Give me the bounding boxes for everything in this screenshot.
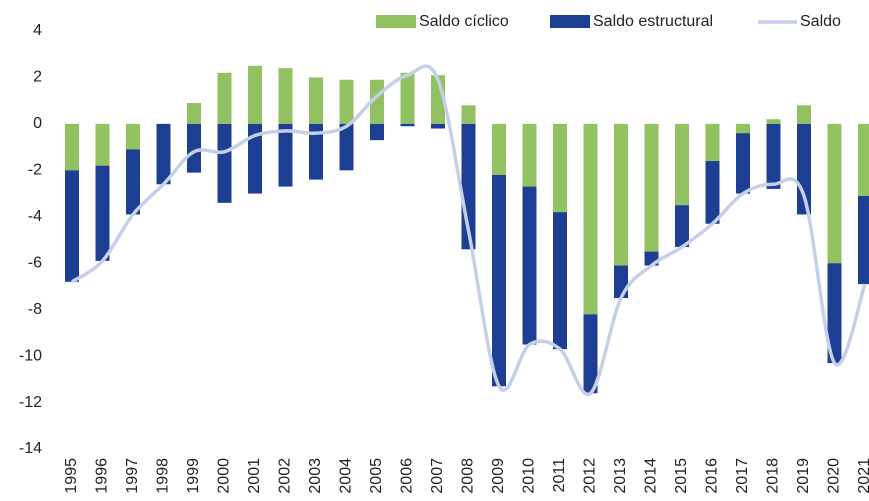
bar — [644, 123, 659, 252]
bar — [431, 123, 445, 129]
bar — [248, 123, 262, 194]
line — [71, 64, 867, 397]
x-tick-label: 2010 — [521, 458, 538, 494]
bar — [827, 263, 842, 364]
x-tick-label: 2020 — [826, 458, 843, 494]
y-tick-label: -2 — [28, 162, 42, 179]
bar — [400, 72, 415, 124]
bar — [95, 123, 110, 166]
x-tick-label: 2000 — [216, 458, 233, 494]
x-tick-label: 2001 — [246, 458, 263, 494]
x-tick-label: 2013 — [612, 458, 629, 494]
bar — [461, 105, 476, 124]
bar — [797, 105, 811, 124]
y-tick-label: 0 — [33, 115, 42, 132]
bar — [339, 79, 354, 124]
bar — [278, 123, 293, 187]
bar — [492, 123, 506, 175]
y-tick-label: 2 — [33, 69, 42, 86]
bar — [309, 77, 323, 124]
bar — [614, 123, 628, 266]
bar — [187, 123, 201, 173]
bar — [675, 205, 689, 247]
x-tick-label: 2016 — [704, 458, 721, 494]
x-tick-label: 2009 — [490, 458, 507, 494]
bar — [705, 123, 720, 162]
bar — [522, 123, 537, 187]
bar — [126, 123, 140, 150]
x-tick-label: 2011 — [551, 458, 568, 493]
bar — [248, 65, 262, 124]
bar — [797, 123, 811, 215]
bar — [217, 72, 232, 124]
y-tick-label: -8 — [28, 301, 42, 318]
x-tick-label: 1999 — [185, 458, 202, 494]
y-tick-label: -4 — [28, 208, 42, 225]
bar — [370, 123, 384, 141]
bar — [522, 186, 537, 345]
bar — [278, 68, 293, 124]
bar — [766, 119, 781, 124]
bar — [583, 314, 598, 394]
y-tick-label: -14 — [19, 440, 42, 457]
bar — [766, 123, 781, 189]
bar — [614, 265, 628, 299]
bar — [858, 195, 869, 285]
bar — [553, 212, 567, 350]
bar — [400, 123, 415, 127]
legend-label: Saldo — [800, 13, 841, 30]
x-tick-label: 2014 — [643, 458, 660, 494]
bar — [736, 123, 750, 134]
x-tick-label: 2002 — [277, 458, 294, 494]
bar — [187, 102, 201, 124]
x-tick-label: 2003 — [307, 458, 324, 494]
x-tick-label: 1996 — [94, 458, 111, 494]
bar — [827, 123, 842, 264]
x-tick-label: 2006 — [399, 458, 416, 494]
x-tick-label: 2007 — [429, 458, 446, 494]
y-tick-label: -12 — [19, 394, 42, 411]
x-tick-label: 2021 — [856, 458, 869, 494]
bar — [339, 123, 354, 171]
legend-label: Saldo cíclico — [419, 13, 509, 30]
legend-swatch — [550, 15, 590, 28]
x-tick-label: 2004 — [338, 458, 355, 494]
x-tick-label: 1997 — [124, 458, 141, 494]
bar — [95, 165, 110, 261]
bar — [675, 123, 689, 206]
bar — [736, 133, 750, 194]
bar — [126, 149, 140, 215]
y-tick-label: -6 — [28, 254, 42, 271]
legend-swatch — [376, 15, 416, 28]
bar — [705, 161, 720, 224]
y-tick-label: -10 — [19, 347, 42, 364]
legend-label: Saldo estructural — [593, 13, 713, 30]
bar — [309, 123, 323, 180]
x-tick-label: 1995 — [63, 458, 80, 494]
x-tick-label: 1998 — [155, 458, 172, 494]
x-tick-label: 2015 — [673, 458, 690, 494]
bar — [492, 174, 506, 387]
y-tick-label: 4 — [33, 22, 42, 39]
x-tick-label: 2008 — [460, 458, 477, 494]
bar — [156, 123, 171, 185]
x-tick-label: 2019 — [795, 458, 812, 494]
bar — [553, 123, 567, 213]
bar — [858, 123, 869, 196]
x-tick-label: 2017 — [734, 458, 751, 494]
bar — [65, 123, 79, 171]
x-tick-label: 2018 — [765, 458, 782, 494]
x-tick-label: 2005 — [368, 458, 385, 494]
bar — [217, 123, 232, 203]
bar — [583, 123, 598, 315]
x-tick-label: 2012 — [582, 458, 599, 494]
bar — [65, 170, 79, 282]
